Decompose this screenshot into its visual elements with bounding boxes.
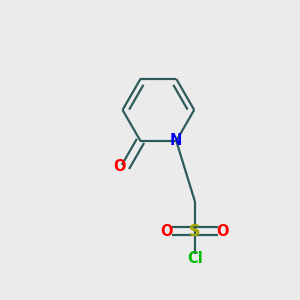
Text: O: O: [160, 224, 173, 238]
Text: O: O: [113, 159, 126, 174]
Text: N: N: [170, 134, 182, 148]
Text: O: O: [217, 224, 229, 238]
Text: S: S: [189, 224, 200, 238]
Text: Cl: Cl: [187, 251, 203, 266]
